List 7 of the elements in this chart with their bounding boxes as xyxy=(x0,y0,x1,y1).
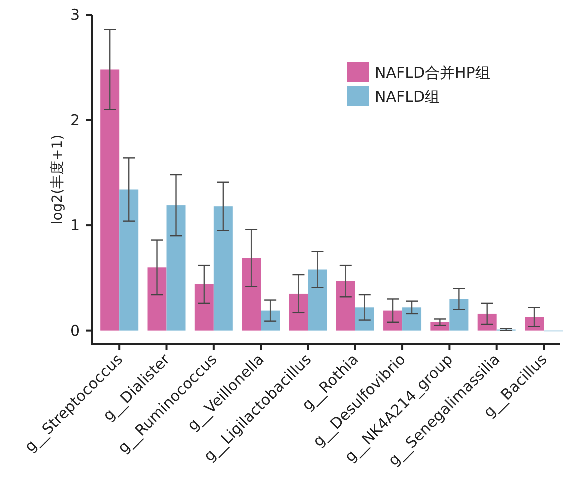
y-tick-label: 0 xyxy=(70,322,80,340)
legend-label: NAFLD组 xyxy=(375,88,440,106)
y-tick-label: 2 xyxy=(70,111,80,130)
y-tick-label: 3 xyxy=(70,6,80,24)
y-tick-label: 1 xyxy=(70,216,80,235)
y-axis-title: log2(丰度+1) xyxy=(50,134,66,225)
legend-label: NAFLD合并HP组 xyxy=(375,64,490,82)
